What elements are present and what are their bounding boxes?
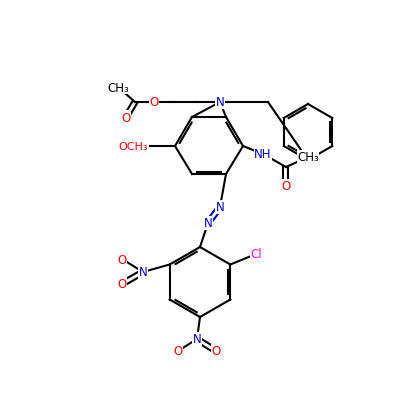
- Text: N: N: [139, 266, 147, 279]
- Text: N: N: [216, 201, 225, 214]
- Text: N: N: [216, 96, 225, 109]
- Text: N: N: [193, 333, 201, 346]
- Text: O: O: [281, 180, 291, 193]
- Text: NH: NH: [254, 148, 272, 161]
- Text: Cl: Cl: [250, 248, 262, 261]
- Text: OCH₃: OCH₃: [119, 142, 148, 152]
- Text: O: O: [121, 111, 130, 124]
- Text: CH₃: CH₃: [107, 81, 129, 94]
- Text: CH₃: CH₃: [297, 151, 319, 164]
- Text: N: N: [204, 217, 212, 230]
- Text: O: O: [173, 345, 183, 357]
- Text: O: O: [211, 345, 220, 357]
- Text: O: O: [117, 253, 127, 266]
- Text: O: O: [117, 278, 127, 291]
- Text: O: O: [149, 96, 159, 109]
